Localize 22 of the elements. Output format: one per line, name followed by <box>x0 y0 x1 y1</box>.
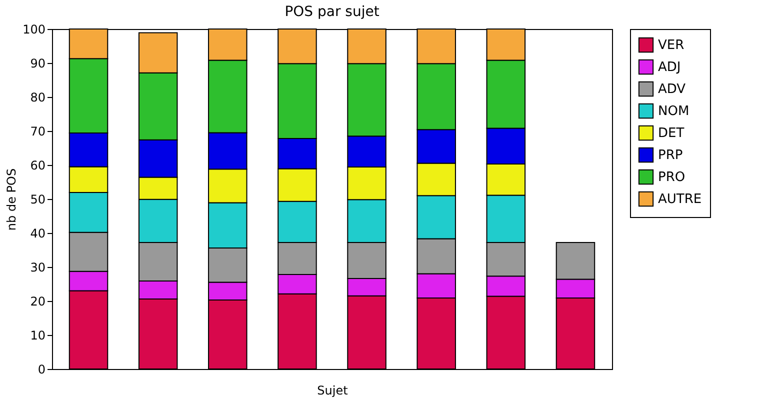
y-tick-label: 70 <box>30 124 46 138</box>
y-tick-label: 80 <box>30 90 46 104</box>
y-axis-title: nb de POS <box>4 168 19 231</box>
chart-title: POS par sujet <box>284 4 380 20</box>
legend-label: ADJ <box>658 60 681 75</box>
legend-label: AUTRE <box>658 192 702 207</box>
y-tick-label: 30 <box>30 260 46 274</box>
y-tick-label: 0 <box>38 362 46 376</box>
x-axis-title: Sujet <box>317 384 348 398</box>
legend-label: PRP <box>658 148 683 163</box>
y-tick-label: 100 <box>22 22 46 36</box>
legend-label: VER <box>658 38 684 53</box>
y-tick-label: 20 <box>30 294 46 308</box>
legend-label: ADV <box>658 82 686 97</box>
legend-label: PRO <box>658 170 686 185</box>
y-tick-label: 10 <box>30 328 46 342</box>
y-tick-label: 60 <box>30 158 46 172</box>
legend-label: DET <box>658 126 684 141</box>
y-tick-label: 40 <box>30 226 46 240</box>
legend-label: NOM <box>658 104 690 119</box>
y-tick-label: 90 <box>30 56 46 70</box>
y-tick-label: 50 <box>30 192 46 206</box>
